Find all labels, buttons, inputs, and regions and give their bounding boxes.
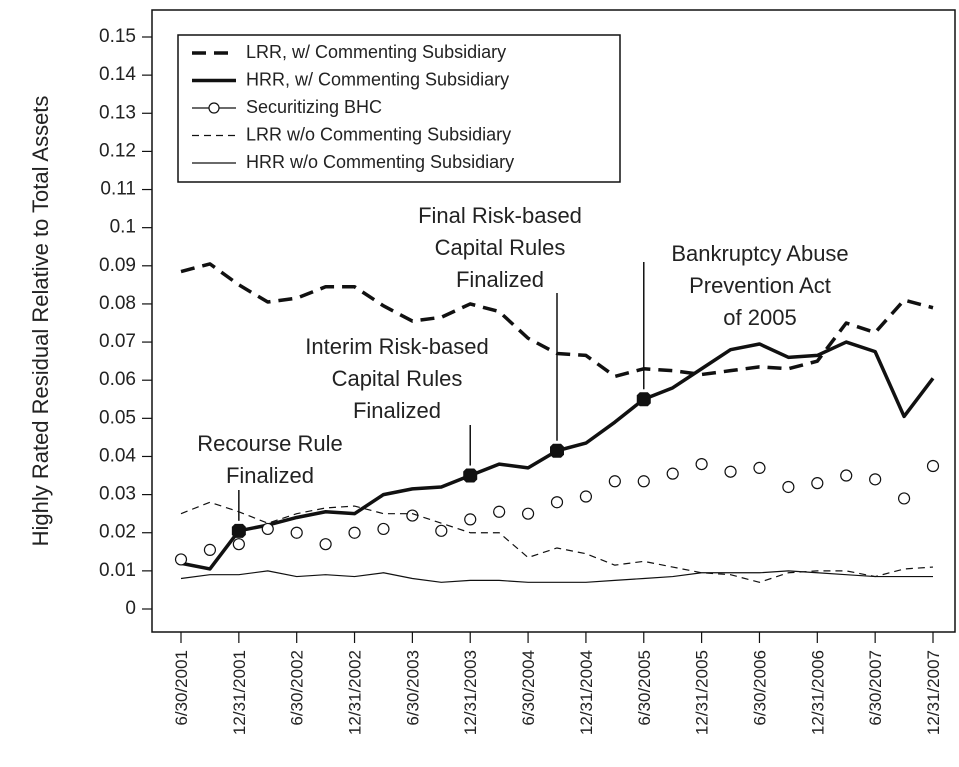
annotation-marker [231,523,246,538]
data-point [579,490,593,503]
series-line [180,570,933,583]
y-axis-label: Highly Rated Residual Relative to Total … [28,96,53,547]
data-point [203,543,217,556]
annotation-text: Capital Rules [435,235,566,260]
y-tick-label: 0.12 [99,140,136,161]
x-tick-label: 12/31/2003 [461,650,480,735]
data-point [724,465,737,478]
x-tick-label: 6/30/2001 [172,650,191,726]
data-point [869,473,882,486]
annotation-text: Finalized [353,398,441,423]
annotation-text: of 2005 [723,305,796,330]
y-tick-label: 0.11 [100,179,136,200]
legend-label: LRR, w/ Commenting Subsidiary [246,42,506,62]
x-tick-label: 12/31/2007 [924,650,943,735]
data-point [926,459,940,473]
x-tick-label: 6/30/2005 [635,650,654,726]
data-point [348,526,361,539]
y-tick-label: 0.05 [99,407,136,428]
data-point [493,505,506,518]
data-point [666,467,679,480]
x-tick-label: 6/30/2004 [519,650,538,726]
data-point [782,480,795,494]
y-tick-label: 0 [125,598,136,619]
y-tick-label: 0.07 [99,331,136,352]
y-tick-label: 0.14 [99,64,136,85]
x-tick-label: 12/31/2006 [808,650,827,735]
y-tick-label: 0.13 [99,102,136,123]
annotation-text: Prevention Act [689,273,831,298]
y-tick-label: 0.1 [110,217,136,238]
x-tick-label: 6/30/2007 [866,650,885,726]
y-tick-label: 0.03 [99,484,136,505]
annotation-text: Final Risk-based [418,203,582,228]
annotation-marker [550,443,564,458]
x-tick-label: 12/31/2002 [346,650,365,735]
y-tick-label: 0.02 [99,522,136,543]
data-point [174,553,188,566]
data-point [637,475,650,488]
data-point [811,477,824,490]
y-tick-label: 0.09 [99,255,136,276]
data-point [550,496,564,509]
data-point [695,457,708,471]
legend-label: HRR, w/ Commenting Subsidiary [246,69,509,89]
annotation-marker [636,392,651,407]
annotation-text: Bankruptcy Abuse [671,241,848,266]
data-point [435,524,448,537]
legend-label: Securitizing BHC [246,97,382,117]
annotation-text: Finalized [456,267,544,292]
x-tick-label: 6/30/2002 [288,650,307,726]
x-tick-label: 6/30/2003 [403,650,422,726]
data-point [261,522,274,536]
legend-label: LRR w/o Commenting Subsidiary [246,124,511,144]
legend-label: HRR w/o Commenting Subsidiary [246,152,514,172]
annotation-text: Recourse Rule [197,431,343,456]
data-point [753,461,766,475]
legend-swatch [208,102,220,114]
annotation-text: Interim Risk-based [305,334,488,359]
legend: LRR, w/ Commenting Subsidiary HRR, w/ Com… [177,34,621,183]
annotation-text: Finalized [226,463,314,488]
legend-box [177,34,621,183]
x-tick-label: 12/31/2001 [230,650,249,735]
annotation-text: Capital Rules [332,366,463,391]
data-point [377,522,390,536]
y-tick-label: 0.15 [99,26,136,47]
y-tick-label: 0.01 [99,560,136,581]
series-line [180,501,934,583]
plot-frame [151,9,956,633]
data-point [406,509,419,522]
data-point [521,507,535,520]
data-point [840,469,853,482]
y-tick-label: 0.04 [99,445,136,466]
y-tick-label: 0.06 [99,369,136,390]
y-tick-label: 0.08 [99,293,136,314]
data-point [319,538,332,551]
data-point [290,526,303,539]
data-point [608,475,621,488]
x-tick-label: 12/31/2004 [577,650,596,735]
x-tick-label: 12/31/2005 [693,650,712,735]
x-tick-label: 6/30/2006 [750,650,769,726]
data-point [897,492,911,505]
data-point [232,538,245,551]
annotation-marker [463,468,478,483]
data-point [464,513,477,526]
